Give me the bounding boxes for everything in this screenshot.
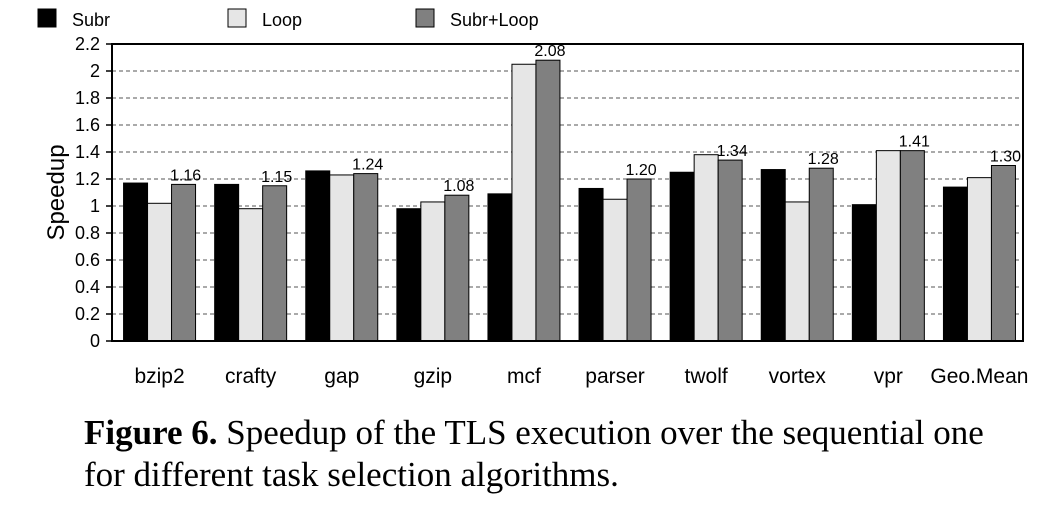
bar-subr-loop-twolf xyxy=(717,159,743,342)
bar-subr-crafty xyxy=(214,183,240,342)
bar-subr-loop-gap xyxy=(353,173,379,342)
y-tick-label: 1.8 xyxy=(75,88,100,108)
x-tick-label: bzip2 xyxy=(134,365,184,388)
bar-subr-gzip xyxy=(396,208,422,342)
bar-loop-twolf xyxy=(693,154,719,342)
bar-subr-loop-crafty xyxy=(262,185,288,342)
bar-loop-geomean xyxy=(966,177,992,342)
x-tick-label: gap xyxy=(324,365,359,388)
data-label: 1.30 xyxy=(990,149,1021,166)
bar-subr-mcf xyxy=(487,193,513,342)
y-tick-label: 2.2 xyxy=(75,34,100,54)
y-tick-label: 0.2 xyxy=(75,304,100,324)
legend-swatch xyxy=(415,8,435,28)
bars xyxy=(123,59,1016,342)
x-tick-label: crafty xyxy=(225,365,277,388)
y-tick-label: 1.4 xyxy=(75,142,100,162)
data-label: 2.08 xyxy=(534,43,565,60)
bar-loop-gap xyxy=(329,174,355,342)
bar-subr-loop-gzip xyxy=(444,194,470,342)
bar-subr-twolf xyxy=(669,171,695,342)
legend-swatch xyxy=(227,8,247,28)
y-tick-label: 0.8 xyxy=(75,223,100,243)
bar-subr-loop-vpr xyxy=(899,150,925,342)
data-label: 1.34 xyxy=(717,143,748,160)
data-label: 1.28 xyxy=(808,151,839,168)
legend-label: Subr xyxy=(72,10,110,30)
plot-frame xyxy=(111,43,1024,342)
bar-subr-loop-geomean xyxy=(990,165,1016,342)
y-tick-label: 1.6 xyxy=(75,115,100,135)
speedup-bar-chart: Subr Loop Subr+Loop 0 0.2 0.4 0.6 0.8 1 1.2 1.4 1.… xyxy=(37,8,1028,388)
x-tick-label: mcf xyxy=(507,365,541,388)
bar-subr-geomean xyxy=(942,186,968,342)
x-tick-label: Geo.Mean xyxy=(930,365,1028,388)
legend-swatch xyxy=(37,8,57,28)
y-tick-label: 1.2 xyxy=(75,169,100,189)
bar-loop-gzip xyxy=(420,201,446,342)
bar-loop-vortex xyxy=(784,201,810,342)
bar-loop-parser xyxy=(602,198,628,342)
y-tick-label: 0.4 xyxy=(75,277,100,297)
data-label: 1.24 xyxy=(352,157,383,174)
bar-loop-bzip2 xyxy=(147,202,173,342)
data-labels: 1.16 1.15 1.24 1.08 2.08 1.20 1.34 1.28 1.41 1.30 xyxy=(170,43,1021,195)
x-tick-label: gzip xyxy=(414,365,453,388)
bar-subr-loop-mcf xyxy=(535,59,561,342)
y-tick-label: 0.6 xyxy=(75,250,100,270)
x-tick-label: vortex xyxy=(769,365,827,388)
data-label: 1.08 xyxy=(443,178,474,195)
bar-subr-gap xyxy=(305,170,331,342)
x-tick-label: vpr xyxy=(874,365,903,388)
bar-subr-vpr xyxy=(851,204,877,342)
y-axis-ticks: 0 0.2 0.4 0.6 0.8 1 1.2 1.4 1.6 1.8 2 2.2 xyxy=(75,34,112,351)
x-tick-label: twolf xyxy=(685,365,728,388)
bar-subr-parser xyxy=(578,187,604,342)
bar-subr-loop-vortex xyxy=(808,167,834,342)
y-axis-label: Speedup xyxy=(43,144,70,240)
bar-loop-mcf xyxy=(511,63,537,342)
legend-label: Subr+Loop xyxy=(450,10,539,30)
y-tick-label: 1 xyxy=(90,196,100,216)
figure-caption: Figure 6. Speedup of the TLS execution o… xyxy=(84,412,1024,496)
bar-loop-crafty xyxy=(238,208,264,342)
data-label: 1.15 xyxy=(261,169,292,186)
legend-label: Loop xyxy=(262,10,302,30)
legend: Subr Loop Subr+Loop xyxy=(37,8,539,30)
data-label: 1.16 xyxy=(170,167,201,184)
x-tick-label: parser xyxy=(585,365,645,388)
y-tick-label: 0 xyxy=(90,331,100,351)
bar-subr-bzip2 xyxy=(123,182,149,342)
data-label: 1.41 xyxy=(899,134,930,151)
caption-label: Figure 6. xyxy=(84,413,218,452)
x-axis-ticks: bzip2 crafty gap gzip mcf parser twolf vortex vp… xyxy=(134,365,1028,388)
y-tick-label: 2 xyxy=(90,61,100,81)
bar-loop-vpr xyxy=(875,150,901,342)
data-label: 1.20 xyxy=(625,162,656,179)
bar-subr-loop-bzip2 xyxy=(171,183,197,342)
bar-subr-loop-parser xyxy=(626,178,652,342)
bar-subr-vortex xyxy=(760,169,786,342)
caption-text: Speedup of the TLS execution over the se… xyxy=(84,413,984,494)
